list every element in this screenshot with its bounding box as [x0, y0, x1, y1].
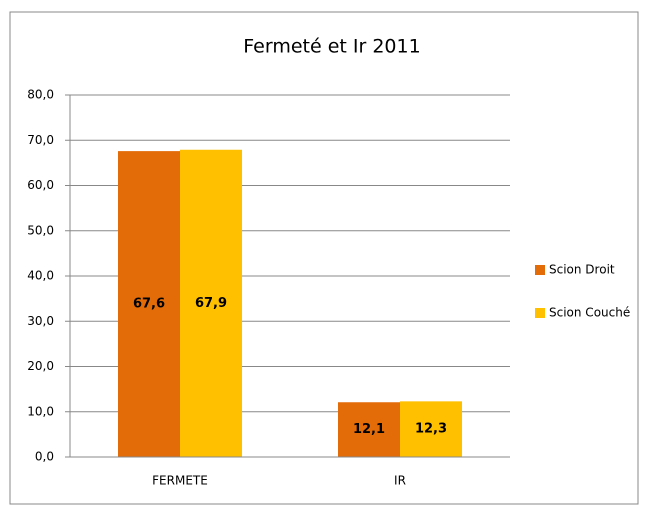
bar — [180, 149, 242, 457]
y-tick-label: 60,0 — [27, 178, 54, 192]
chart-title: Fermeté et Ir 2011 — [243, 36, 420, 58]
bar — [118, 151, 180, 458]
bar — [338, 402, 400, 457]
y-tick-label: 10,0 — [27, 404, 54, 418]
value-label: 67,9 — [195, 296, 227, 311]
y-tick-label: 70,0 — [27, 133, 54, 147]
value-label: 12,3 — [415, 422, 447, 437]
y-tick-label: 30,0 — [27, 314, 54, 328]
x-tick-label: IR — [394, 474, 406, 488]
chart-border — [9, 11, 639, 505]
legend-swatch — [535, 308, 545, 318]
y-tick-label: 40,0 — [27, 269, 54, 283]
value-label: 67,6 — [133, 297, 165, 312]
legend-label: Scion Couché — [549, 306, 630, 320]
y-tick-label: 80,0 — [27, 88, 54, 102]
bar — [400, 401, 462, 457]
y-tick-label: 20,0 — [27, 359, 54, 373]
x-tick-label: FERMETE — [152, 474, 208, 488]
value-label: 12,1 — [353, 422, 385, 437]
legend-swatch — [535, 265, 545, 275]
y-tick-label: 50,0 — [27, 223, 54, 237]
y-tick-label: 0,0 — [35, 450, 54, 464]
legend-label: Scion Droit — [549, 263, 615, 277]
